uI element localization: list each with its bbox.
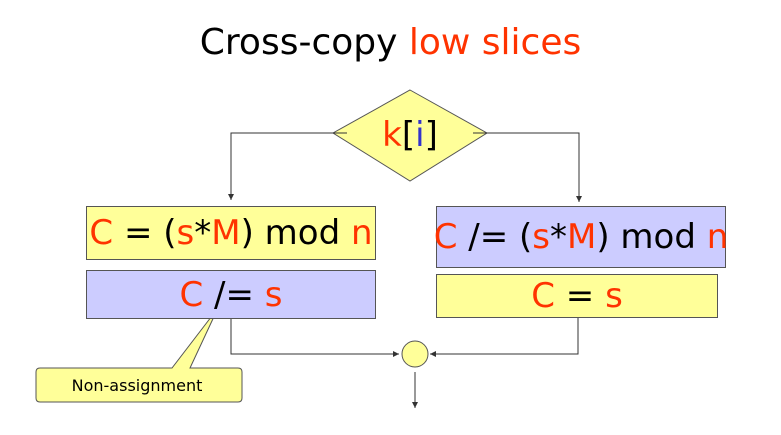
- right-top-c: C: [433, 217, 458, 257]
- right-assign-box: C = s: [436, 274, 718, 318]
- left-top-tail: ) mod: [240, 213, 351, 253]
- left-merge-line: [230, 318, 399, 357]
- callout-label: Non-assignment: [71, 375, 203, 395]
- right-merge-line: [430, 317, 579, 357]
- decision-diamond: [332, 89, 488, 182]
- right-top-mid: /= (: [457, 217, 533, 257]
- left-bottom-s: s: [264, 274, 283, 315]
- left-branch-line: [228, 132, 347, 200]
- merge-node: [401, 340, 429, 368]
- right-branch-line: [473, 132, 582, 202]
- title-highlight: low slices: [408, 22, 582, 63]
- decision-close-bracket: ]: [424, 115, 438, 155]
- callout-bubble: [35, 307, 243, 403]
- left-assign-box: C = (s * M) mod n: [86, 206, 376, 260]
- left-bottom-c: C: [179, 274, 204, 315]
- right-top-tail: ) mod: [596, 217, 707, 257]
- left-top-m: M: [211, 213, 241, 253]
- right-bottom-mid: =: [554, 276, 606, 316]
- left-top-mid: = (: [113, 213, 177, 253]
- right-top-n: n: [706, 217, 729, 257]
- right-bottom-c: C: [531, 276, 555, 316]
- left-bottom-mid: /=: [203, 274, 265, 315]
- right-nonassign-box: C /= (s * M) mod n: [433, 206, 729, 268]
- left-top-c: C: [89, 213, 114, 253]
- left-top-n: n: [351, 213, 373, 253]
- decision-label: k[i]: [360, 110, 460, 160]
- decision-open-bracket: [: [401, 115, 416, 155]
- left-nonassign-box: C /= s: [86, 270, 376, 319]
- diagram-title: Cross-copy low slices: [0, 22, 781, 63]
- title-prefix: Cross-copy: [199, 22, 409, 63]
- right-top-star: *: [550, 217, 567, 257]
- left-top-star: *: [194, 213, 212, 253]
- decision-k: k: [382, 115, 402, 155]
- right-top-m: M: [567, 217, 597, 257]
- right-top-s: s: [532, 217, 550, 257]
- right-bottom-s: s: [605, 276, 623, 316]
- left-top-s: s: [176, 213, 195, 253]
- decision-i: i: [415, 115, 425, 155]
